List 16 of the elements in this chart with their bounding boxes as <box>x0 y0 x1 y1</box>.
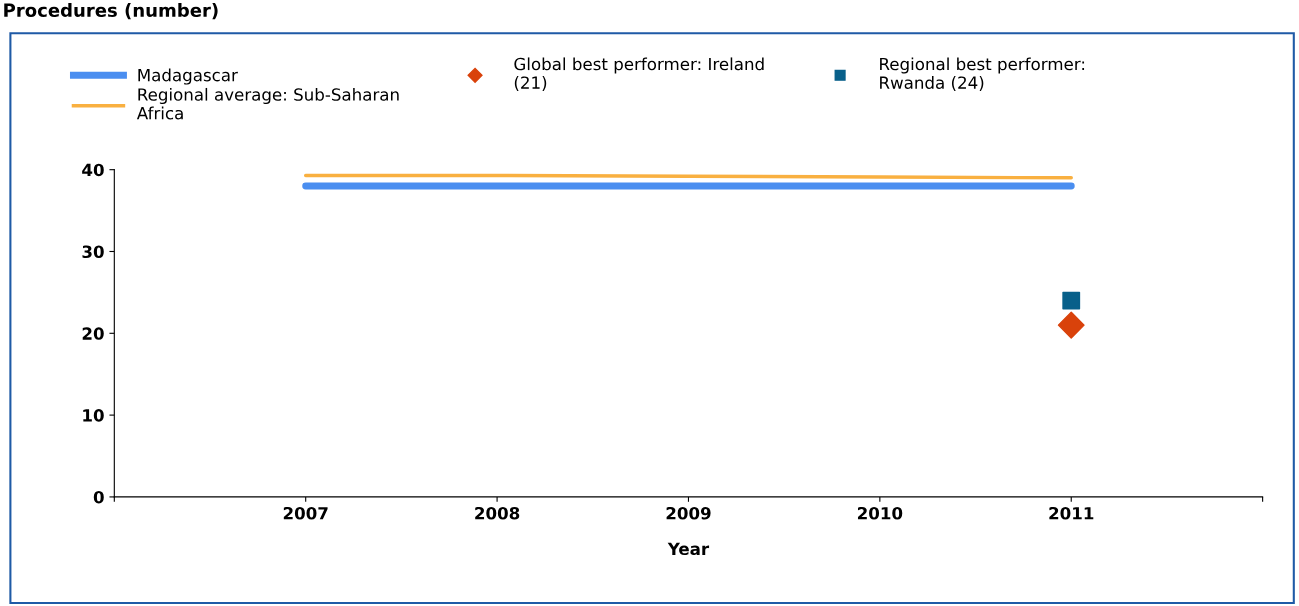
legend-label: Regional average: Sub-Saharan Africa <box>136 87 399 120</box>
legend-label: Regional best performer: Rwanda (24) <box>880 57 1085 91</box>
x-tick-label: 2008 <box>475 506 520 520</box>
legend-label: Madagascar <box>138 68 238 85</box>
y-tick-label: 10 <box>83 409 104 422</box>
x-tick-label: 2009 <box>666 506 711 520</box>
y-tick-label: 30 <box>82 245 104 259</box>
legend-label: Global best performer: Ireland (21) <box>514 57 764 91</box>
y-tick-label: 0 <box>93 490 104 504</box>
x-tick-label: 2011 <box>1049 506 1094 520</box>
x-axis-title: Year <box>667 542 710 556</box>
y-tick-label: 40 <box>82 163 104 177</box>
x-tick-label: 2007 <box>283 506 328 520</box>
x-tick-label: 2010 <box>857 506 903 520</box>
y-tick-label: 20 <box>82 327 104 340</box>
chart-title: Procedures (number) <box>4 3 218 20</box>
